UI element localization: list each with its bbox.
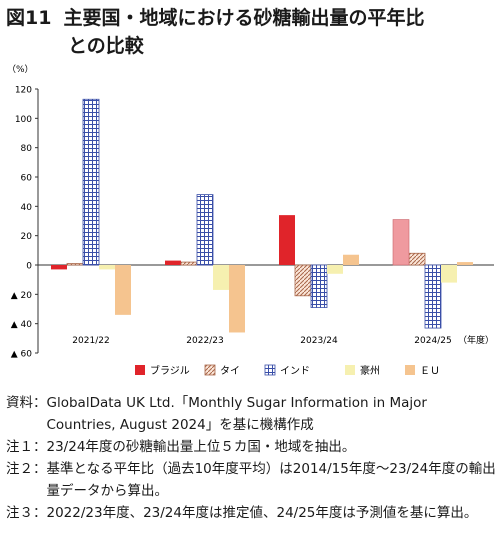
x-category-label: 2021/22 (72, 336, 109, 346)
note-label: 資料： (6, 395, 47, 411)
bar-4-2 (213, 265, 229, 290)
note-text: GlobalData UK Ltd.「Monthly Sugar Informa… (46, 395, 427, 433)
legend-label: 豪州 (360, 364, 380, 377)
note-text: 2022/23年度、23/24年度は推定値、24/25年度は予測値を基に算出。 (46, 505, 478, 521)
bar-1-3 (279, 215, 295, 265)
note-1: 注１： 23/24年度の砂糖輸出量上位５カ国・地域を抽出。 (6, 436, 498, 458)
y-tick-label: ▲ 40 (11, 320, 33, 330)
bar-2-2 (180, 261, 198, 266)
legend: ブラジル タイ インド 豪州 ＥＵ (135, 364, 440, 377)
bar-4-1 (99, 265, 115, 270)
title-line-2: との比較 (68, 35, 144, 57)
note-text: 23/24年度の砂糖輸出量上位５カ国・地域を抽出。 (46, 439, 356, 455)
y-tick-label: 0 (26, 262, 32, 272)
axis-layer: （%） 120 100 80 60 40 20 0 ▲ 20 ▲ 40 ▲ 60 2021/22 202… (7, 64, 494, 360)
x-category-label: 2024/25 (414, 336, 451, 346)
legend-swatch (405, 365, 415, 375)
figure-title: 図11 主要国・地域における砂糖輸出量の平年比 との比較 (6, 4, 496, 60)
y-tick-label: 60 (21, 174, 33, 184)
y-tick-label: 80 (21, 144, 33, 154)
y-tick-label: 40 (21, 203, 33, 213)
note-label: 注２： (6, 461, 47, 477)
x-category-label: 2022/23 (186, 336, 223, 346)
legend-label: ＥＵ (420, 366, 440, 377)
note-text: 基準となる平年比（過去10年度平均）は2014/15年度～23/24年度の輸出量… (46, 461, 496, 499)
figure-label: 図11 (6, 7, 52, 29)
bar-1-1 (51, 265, 67, 270)
note-label: 注３： (6, 505, 47, 521)
title-line-1: 主要国・地域における砂糖輸出量の平年比 (63, 7, 425, 29)
y-tick-label: 100 (15, 115, 32, 125)
bar-4-4 (441, 265, 457, 283)
note-2: 注２： 基準となる平年比（過去10年度平均）は2014/15年度～23/24年度… (6, 458, 498, 502)
bar-1-2 (165, 260, 181, 265)
bar-5-3 (343, 254, 359, 265)
bar-5-4 (457, 262, 473, 265)
legend-swatch (204, 364, 216, 376)
y-unit-label: （%） (7, 64, 34, 75)
bar-extra-1 (392, 219, 410, 266)
bar-3-2 (196, 194, 214, 266)
source-note: 資料： GlobalData UK Ltd.「Monthly Sugar Inf… (6, 392, 498, 436)
bar-2-1 (66, 263, 84, 266)
y-tick-label: ▲ 60 (11, 350, 33, 360)
bar-3-4 (424, 264, 442, 329)
legend-label: タイ (220, 365, 240, 377)
note-3: 注３： 2022/23年度、23/24年度は推定値、24/25年度は予測値を基に… (6, 502, 498, 524)
y-tick-label: ▲ 20 (11, 291, 33, 301)
bar-3-1 (82, 98, 100, 266)
legend-swatch (264, 364, 276, 376)
bar-2-4 (408, 252, 426, 266)
legend-swatch (345, 365, 355, 375)
y-tick-label: 120 (15, 86, 32, 96)
bar-3-3 (310, 264, 328, 308)
note-label: 注１： (6, 439, 47, 455)
bar-layer (51, 98, 473, 333)
bar-chart: （%） 120 100 80 60 40 20 0 ▲ 20 ▲ 40 ▲ 60 2021/22 202… (7, 64, 494, 377)
notes: 資料： GlobalData UK Ltd.「Monthly Sugar Inf… (6, 392, 498, 524)
x-axis-unit: （年度） (458, 334, 494, 346)
bar-5-1 (115, 265, 131, 315)
legend-label: ブラジル (150, 364, 190, 377)
legend-label: インド (280, 366, 310, 377)
bar-4-3 (327, 265, 343, 274)
legend-swatch (135, 365, 145, 375)
x-category-label: 2023/24 (300, 336, 338, 346)
y-tick-label: 20 (21, 232, 33, 242)
bar-5-2 (229, 265, 245, 333)
bar-2-3 (294, 264, 312, 297)
